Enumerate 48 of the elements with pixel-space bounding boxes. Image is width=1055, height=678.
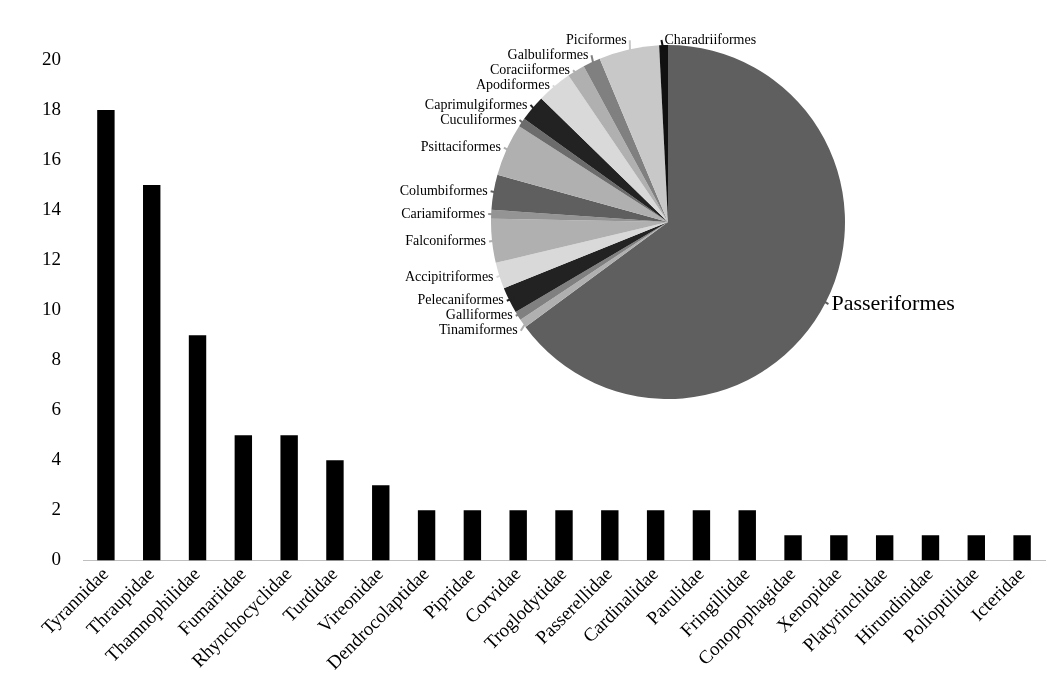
bar [830,535,848,561]
y-tick-label: 12 [42,248,61,270]
bar [738,510,756,561]
y-tick-label: 6 [51,398,61,420]
slice-label: Piciformes [566,32,627,48]
slice-label: Passeriformes [831,289,955,315]
slice-label: Psittaciformes [420,139,501,155]
slice-label: Coraciiformes [489,62,571,78]
slice-label: Cariamiformes [401,205,486,221]
bar [143,185,161,561]
slice-label: Galliformes [445,307,513,323]
slice-label: Caprimulgiformes [424,96,528,112]
slice-label: Charadriiformes [664,31,757,47]
y-tick-label: 16 [42,148,61,170]
bar [692,510,711,561]
slice-label: Cuculiformes [440,111,517,127]
slice-label: Accipitriformes [404,268,494,284]
bar [188,335,207,561]
bar [372,485,390,561]
slice-label: Tinamiformes [438,322,518,338]
y-tick-label: 2 [51,498,61,520]
y-tick-label: 20 [42,47,61,69]
slice-label: Galbuliformes [507,47,589,63]
bar [967,535,985,561]
bar [784,535,802,561]
bar [234,435,253,561]
bar [509,510,527,561]
y-tick-label: 4 [51,448,62,470]
bar [326,460,344,561]
bar [875,535,894,561]
bar [97,110,115,561]
y-tick-label: 14 [42,198,62,220]
bar [921,535,940,561]
bar [555,510,573,561]
bar [601,510,619,561]
y-tick-label: 8 [51,348,61,370]
slice-label: Falconiformes [405,233,487,249]
bar [1013,535,1031,561]
bar [417,510,436,561]
y-tick-label: 10 [42,298,61,320]
bar [646,510,665,561]
bar [280,435,298,561]
bar [463,510,482,561]
y-tick-label: 0 [51,548,61,570]
y-tick-label: 18 [42,98,61,120]
slice-label: Apodiformes [475,77,550,93]
slice-label: Columbiformes [399,182,488,198]
slice-label: Pelecaniformes [417,292,504,308]
